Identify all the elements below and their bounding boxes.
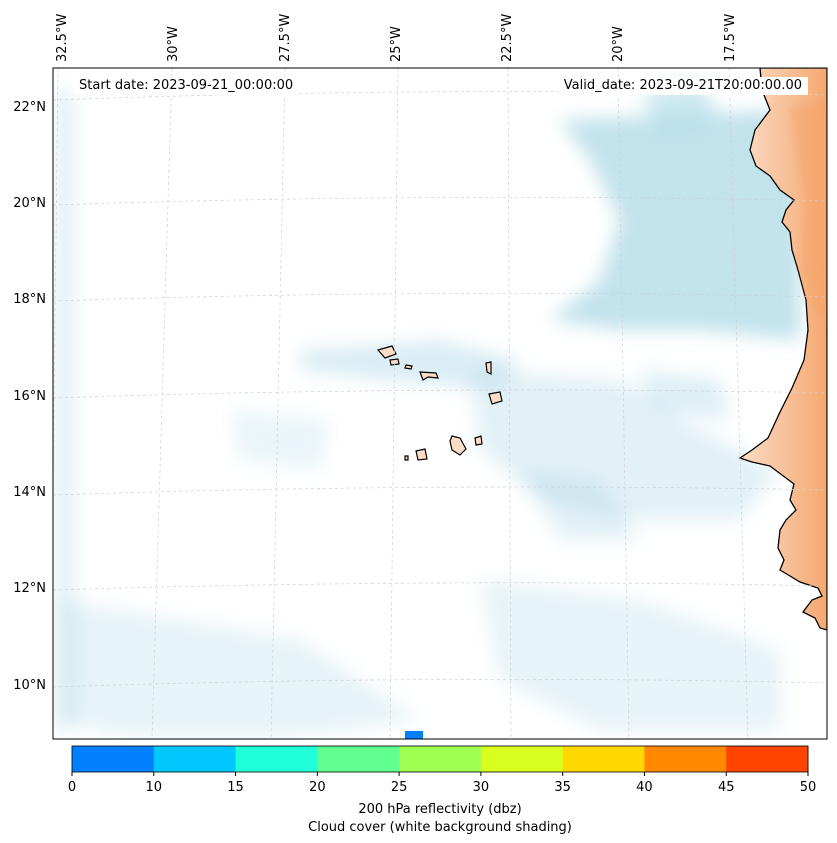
colorbar-segment: [235, 746, 318, 772]
colorbar-tick-label: 10: [146, 780, 163, 795]
colorbar-segment: [72, 746, 155, 772]
colorbar-tick-label: 35: [554, 780, 571, 795]
colorbar-label: 200 hPa reflectivity (dbz): [358, 802, 521, 817]
colorbar-segment: [399, 746, 482, 772]
lat-label: 12°N: [13, 581, 46, 596]
longitude-labels: 32.5°W 30°W 27.5°W 25°W 22.5°W 20°W 17.5…: [55, 14, 738, 62]
valid-date-stamp: Valid_date: 2023-09-21T20:00:00.00: [557, 77, 808, 95]
lon-label: 25°W: [389, 26, 404, 62]
lat-label: 14°N: [13, 485, 46, 500]
colorbar-segment: [480, 746, 564, 772]
colorbar-tick-label: 20: [309, 780, 326, 795]
lat-label: 20°N: [13, 196, 46, 211]
lon-label: 22.5°W: [500, 14, 515, 62]
colorbar-tick-label: 15: [227, 780, 244, 795]
colorbar-tick-label: 40: [636, 780, 653, 795]
lon-label: 17.5°W: [723, 14, 738, 62]
colorbar-segment: [726, 746, 809, 772]
lat-label: 18°N: [13, 292, 46, 307]
lon-label: 27.5°W: [278, 14, 293, 62]
cape-verde-islands: [376, 345, 503, 461]
lon-label: 30°W: [166, 26, 181, 62]
colorbar-segment: [644, 746, 727, 772]
colorbar-tick-label: 45: [718, 780, 735, 795]
gridlines: [53, 68, 827, 739]
colorbar-segment: [317, 746, 400, 772]
latitude-labels: 22°N 20°N 18°N 16°N 14°N 12°N 10°N: [13, 100, 46, 693]
colorbar-tick-label: 50: [800, 780, 817, 795]
lat-label: 22°N: [13, 100, 46, 115]
lat-label: 16°N: [13, 389, 46, 404]
map-frame: [52, 67, 828, 740]
colorbar-segment: [153, 746, 237, 772]
lat-label: 10°N: [13, 678, 46, 693]
colorbar-tick-label: 30: [473, 780, 490, 795]
colorbar-tick-label: 0: [68, 780, 76, 795]
colorbar-segment: [562, 746, 645, 772]
colorbar-ticks: 0 10 15 20 25 30 35 40 45 50: [68, 772, 816, 795]
colorbar: [71, 745, 809, 773]
lon-label: 20°W: [611, 26, 626, 62]
colorbar-tick-label: 25: [391, 780, 408, 795]
lon-label: 32.5°W: [55, 14, 70, 62]
colorbar-sublabel: Cloud cover (white background shading): [308, 820, 572, 835]
reflectivity-cell: [405, 731, 423, 739]
start-date-stamp: Start date: 2023-09-21_00:00:00: [73, 77, 300, 95]
colorbar-frame: [71, 745, 809, 773]
